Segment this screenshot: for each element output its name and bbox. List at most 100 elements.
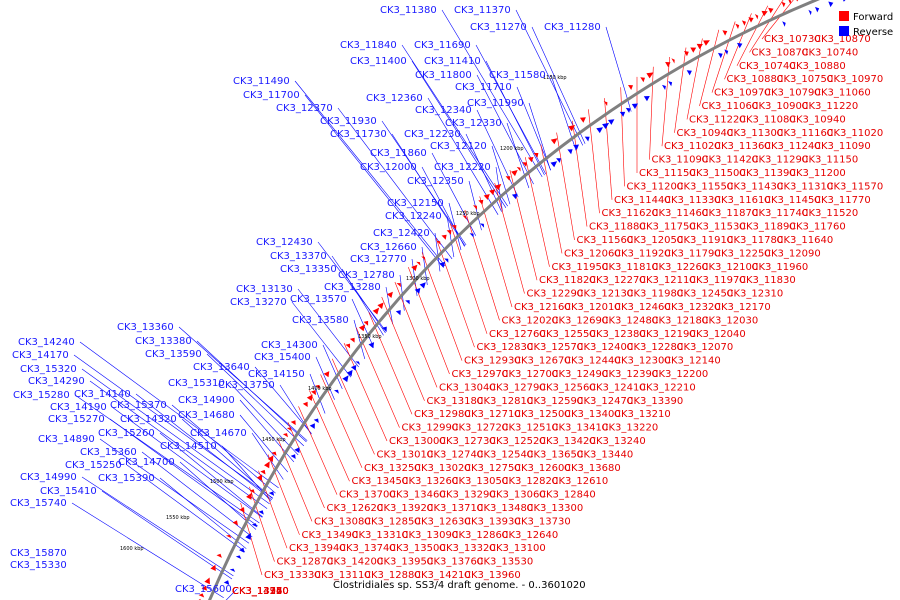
forward-gene-feature <box>264 461 270 469</box>
reverse-gene-label: CK3_11400 <box>350 56 407 67</box>
forward-connector <box>368 312 413 415</box>
reverse-gene-feature <box>414 288 421 294</box>
reverse-gene-label: CK3_12150 <box>387 198 444 209</box>
reverse-gene-feature <box>294 447 300 453</box>
forward-connector <box>421 252 463 361</box>
reverse-connector <box>294 80 446 267</box>
forward-gene-label: CK3_11310 <box>777 181 834 192</box>
forward-connector <box>464 209 500 321</box>
reverse-gene-label: CK3_13130 <box>236 284 293 295</box>
forward-gene-label: CK3_10730 <box>764 34 821 45</box>
reverse-gene-label: CK3_15250 <box>65 460 122 471</box>
forward-gene-label: CK3_14220 <box>232 586 289 597</box>
reverse-gene-feature <box>334 389 339 394</box>
reverse-connector <box>159 432 263 518</box>
forward-gene-label: CK3_12710 <box>464 409 521 420</box>
forward-gene-label: CK3_11390 <box>739 168 796 179</box>
forward-gene-label: CK3_11950 <box>552 262 609 273</box>
forward-gene-label: CK3_12470 <box>577 396 634 407</box>
forward-gene-label: CK3_13140 <box>232 586 289 597</box>
forward-gene-label: CK3_13220 <box>602 423 659 434</box>
reverse-gene-feature <box>239 547 245 553</box>
forward-gene-label: CK3_10870 <box>752 47 809 58</box>
forward-gene-feature <box>579 117 586 123</box>
forward-gene-label: CK3_11360 <box>714 141 771 152</box>
forward-gene-label: CK3_11240 <box>764 141 821 152</box>
forward-gene-feature <box>684 51 689 57</box>
reverse-gene-label: CK3_11280 <box>544 22 601 33</box>
forward-gene-label: CK3_12290 <box>527 289 584 300</box>
reverse-gene-feature <box>395 310 401 316</box>
forward-connector <box>699 29 720 107</box>
reverse-gene-label: CK3_13750 <box>218 380 275 391</box>
reverse-gene-feature <box>439 261 446 268</box>
forward-gene-label: CK3_11620 <box>602 208 659 219</box>
forward-gene-feature <box>511 170 518 177</box>
forward-gene-label: CK3_12630 <box>414 516 471 527</box>
forward-gene-label: CK3_13410 <box>552 423 609 434</box>
reverse-gene-feature <box>368 342 375 349</box>
legend-forward-label: Forward <box>853 12 893 23</box>
forward-gene-label: CK3_11440 <box>614 195 671 206</box>
reverse-gene-label: CK3_11270 <box>470 22 527 33</box>
forward-gene-label: CK3_11060 <box>814 88 871 99</box>
forward-gene-label: CK3_12200 <box>652 369 709 380</box>
forward-connector <box>572 120 588 227</box>
reverse-gene-feature <box>625 107 631 113</box>
reverse-gene-label: CK3_12350 <box>407 176 464 187</box>
forward-gene-label: CK3_12970 <box>452 369 509 380</box>
reverse-gene-feature <box>469 233 474 238</box>
forward-gene-label: CK3_11740 <box>752 208 809 219</box>
forward-gene-feature <box>315 384 321 390</box>
reverse-gene-feature <box>444 258 449 263</box>
reverse-gene-label: CK3_11700 <box>243 90 300 101</box>
forward-gene-label: CK3_11610 <box>714 195 771 206</box>
forward-connector <box>249 486 275 562</box>
forward-gene-label: CK3_13500 <box>389 543 446 554</box>
reverse-gene-label: CK3_11690 <box>414 40 471 51</box>
forward-gene-label: CK3_13940 <box>289 543 346 554</box>
reverse-connector <box>196 340 307 443</box>
forward-gene-label: CK3_12020 <box>502 315 559 326</box>
forward-gene-label: CK3_12210 <box>639 382 696 393</box>
forward-gene-feature <box>282 433 288 438</box>
forward-gene-label: CK3_13110 <box>314 570 371 581</box>
forward-gene-label: CK3_12720 <box>452 423 509 434</box>
reverse-gene-label: CK3_14190 <box>50 402 107 413</box>
forward-gene-label: CK3_12600 <box>514 463 571 474</box>
reverse-gene-feature <box>619 111 626 117</box>
forward-gene-feature <box>441 234 447 240</box>
forward-gene-label: CK3_12070 <box>677 342 734 353</box>
reverse-gene-label: CK3_12360 <box>366 93 423 104</box>
forward-gene-label: CK3_12620 <box>327 503 384 514</box>
forward-gene-feature <box>690 47 697 53</box>
forward-gene-label: CK3_12830 <box>477 342 534 353</box>
forward-gene-feature <box>239 507 245 513</box>
forward-gene-label: CK3_13040 <box>439 382 496 393</box>
forward-gene-label: CK3_11760 <box>789 222 846 233</box>
forward-gene-label: CK3_11960 <box>752 262 809 273</box>
forward-connector <box>736 5 769 66</box>
reverse-gene-label: CK3_13570 <box>290 294 347 305</box>
forward-gene-feature <box>494 183 502 191</box>
forward-gene-label: CK3_13650 <box>527 449 584 460</box>
forward-gene-feature <box>216 553 222 558</box>
reverse-gene-feature <box>737 42 743 49</box>
reverse-connector <box>159 477 247 549</box>
reverse-gene-label: CK3_15360 <box>80 447 137 458</box>
forward-gene-feature <box>256 474 263 481</box>
forward-gene-feature <box>386 291 393 298</box>
forward-gene-label: CK3_12100 <box>702 262 759 273</box>
reverse-connector <box>421 246 428 285</box>
forward-gene-label: CK3_12400 <box>577 342 634 353</box>
reverse-gene-feature <box>608 119 615 125</box>
forward-connector <box>381 296 425 401</box>
forward-connector <box>674 47 687 133</box>
forward-gene-feature <box>640 77 645 83</box>
reverse-gene-label: CK3_14680 <box>178 410 235 421</box>
forward-gene-label: CK3_12410 <box>589 382 646 393</box>
reverse-gene-label: CK3_13590 <box>145 349 202 360</box>
forward-connector <box>394 281 438 388</box>
forward-gene-feature <box>260 469 266 475</box>
forward-gene-label: CK3_11020 <box>664 141 721 152</box>
